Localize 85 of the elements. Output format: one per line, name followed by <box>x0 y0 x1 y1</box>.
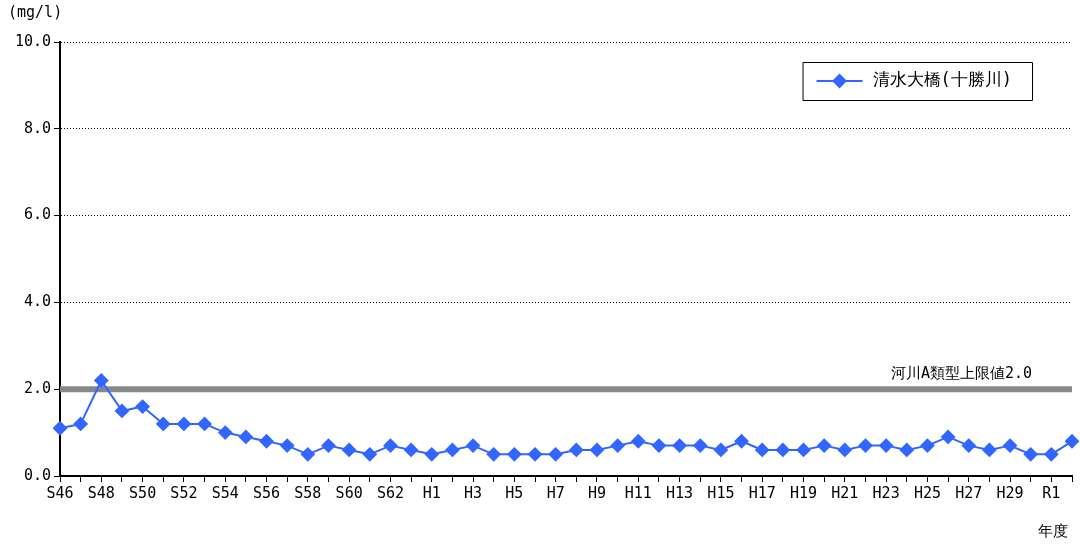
ref-line-label: 河川A類型上限値2.0 <box>890 363 1032 382</box>
y-tick-label: 6.0 <box>23 205 51 224</box>
x-tick-label: H25 <box>913 483 941 502</box>
x-tick-label: H9 <box>587 483 607 502</box>
point <box>424 447 439 462</box>
point <box>466 438 481 453</box>
point <box>94 373 109 388</box>
point <box>135 399 150 414</box>
point <box>817 438 832 453</box>
x-tick-label: H11 <box>624 483 652 502</box>
x-tick-label: H17 <box>748 483 776 502</box>
x-tick-label: H29 <box>996 483 1024 502</box>
point <box>569 442 584 457</box>
point <box>755 442 770 457</box>
point <box>631 434 646 449</box>
point <box>982 442 997 457</box>
point <box>280 438 295 453</box>
point <box>589 442 604 457</box>
x-tick-label: H21 <box>831 483 859 502</box>
x-tick-label: H1 <box>422 483 441 502</box>
x-tick-label: H5 <box>505 483 524 502</box>
x-tick-label: H7 <box>546 483 565 502</box>
y-tick-label: 8.0 <box>23 118 51 137</box>
x-tick-label: R1 <box>1042 483 1061 502</box>
y-tick-label: 0.0 <box>23 465 51 484</box>
x-tick-label: H15 <box>707 483 735 502</box>
point <box>445 442 460 457</box>
point <box>858 438 873 453</box>
point <box>114 403 129 418</box>
point <box>321 438 336 453</box>
point <box>879 438 894 453</box>
point <box>693 438 708 453</box>
point <box>238 429 253 444</box>
x-tick-label: S62 <box>376 483 404 502</box>
point <box>156 416 171 431</box>
point <box>672 438 687 453</box>
point <box>899 442 914 457</box>
x-tick-label: S56 <box>252 483 281 502</box>
point <box>775 442 790 457</box>
point <box>53 421 67 436</box>
point <box>528 447 543 462</box>
y-tick-label: 2.0 <box>23 379 51 398</box>
x-tick-label: S48 <box>87 483 115 502</box>
x-tick-label: S60 <box>335 483 363 502</box>
point <box>507 447 522 462</box>
point <box>259 434 274 449</box>
x-tick-label: H19 <box>789 483 818 502</box>
point <box>548 447 563 462</box>
x-tick-label: S54 <box>211 483 239 502</box>
y-tick-label: 4.0 <box>23 292 51 311</box>
x-tick-label: H23 <box>872 483 900 502</box>
x-tick-label: H13 <box>666 483 694 502</box>
point <box>300 447 315 462</box>
point <box>486 447 501 462</box>
point <box>362 447 377 462</box>
point <box>218 425 233 440</box>
y-tick-label: 10.0 <box>14 31 51 50</box>
point <box>1003 438 1018 453</box>
point <box>961 438 976 453</box>
point <box>941 429 956 444</box>
point <box>796 442 811 457</box>
x-tick-label: S52 <box>170 483 198 502</box>
point <box>1065 434 1079 449</box>
point <box>610 438 625 453</box>
point <box>920 438 935 453</box>
point <box>404 442 419 457</box>
point <box>383 438 398 453</box>
legend-label: 清水大橋(十勝川) <box>872 69 1013 90</box>
point <box>1044 447 1059 462</box>
x-tick-label: S46 <box>46 483 74 502</box>
point <box>176 416 191 431</box>
point <box>197 416 212 431</box>
point <box>1023 447 1038 462</box>
point <box>73 416 88 431</box>
x-tick-label: S50 <box>129 483 157 502</box>
point <box>651 438 666 453</box>
point <box>734 434 749 449</box>
x-axis-title: 年度 <box>1038 522 1068 541</box>
x-tick-label: H3 <box>464 483 483 502</box>
point <box>342 442 357 457</box>
point <box>837 442 852 457</box>
x-tick-label: S58 <box>294 483 322 502</box>
x-tick-label: H27 <box>955 483 983 502</box>
y-axis-title: (mg/l) <box>8 3 63 22</box>
point <box>713 442 728 457</box>
